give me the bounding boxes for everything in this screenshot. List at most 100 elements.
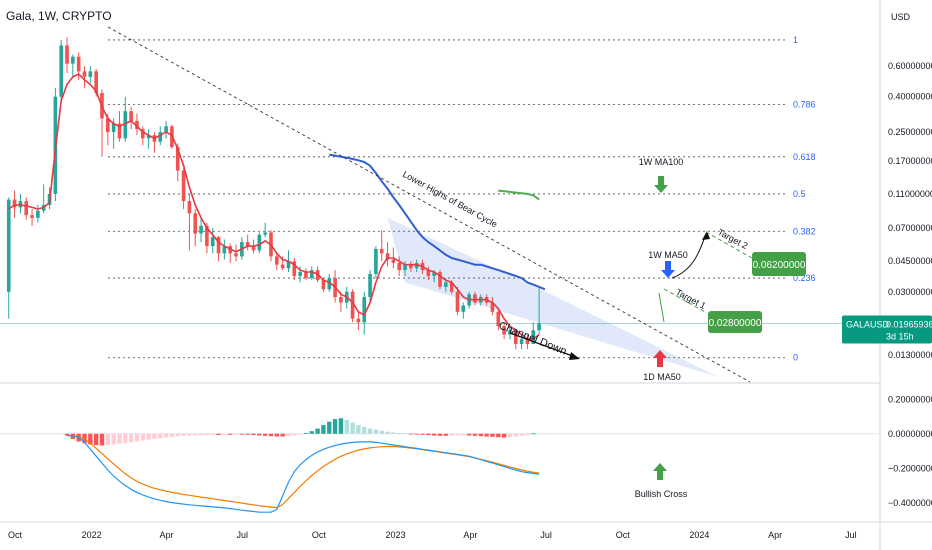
candle-body (473, 294, 477, 303)
macd-histogram-bar (286, 433, 291, 437)
ma100-label: 1W MA100 (639, 157, 684, 167)
macd-histogram-bar (111, 433, 116, 445)
macd-histogram-bar (245, 433, 250, 435)
macd-histogram-bar (437, 433, 443, 436)
macd-histogram-bar (367, 428, 373, 434)
candle-body (414, 262, 419, 269)
price-tick-label: 0.04500000 (888, 256, 932, 266)
macd-histogram-bar (64, 433, 70, 436)
price-tick-label: 0.11000000 (888, 189, 932, 199)
candle-body (444, 282, 448, 287)
candle-body (59, 45, 63, 97)
macd-histogram-bar (210, 433, 215, 435)
macd-tick-label: −0.20000000 (888, 463, 932, 473)
candle-body (205, 225, 209, 247)
candle-body (111, 123, 116, 133)
macd-histogram-bar (193, 433, 198, 436)
macd-histogram-bar (128, 433, 134, 443)
macd-histogram-bar (379, 430, 384, 434)
macd-histogram-bar (408, 433, 414, 435)
target1-box (708, 311, 762, 333)
candle-body (76, 56, 81, 72)
price-tag-price: 0.01965936 (886, 319, 932, 329)
macd-histogram-bar (257, 433, 262, 436)
candle-body (374, 248, 378, 274)
candle-body (438, 272, 442, 287)
macd-histogram-bar (315, 428, 320, 434)
candle-body (385, 253, 390, 260)
time-tick-label: Jul (540, 530, 552, 540)
macd-histogram-bar (391, 432, 396, 434)
candle-body (30, 215, 34, 218)
candle-body (123, 111, 128, 139)
candle-body (368, 273, 372, 297)
macd-histogram-bar (123, 433, 128, 444)
candle-body (461, 305, 466, 312)
macd-histogram-bar (449, 433, 454, 436)
candle-body (135, 120, 139, 130)
candle-body (88, 71, 93, 77)
channel-arrow-head (569, 352, 580, 360)
macd-histogram-bar (507, 433, 513, 438)
candle-body (12, 199, 17, 208)
price-tick-label: 0.01300000 (888, 350, 932, 360)
fib-level-label: 0.618 (793, 152, 816, 162)
macd-histogram-bar (443, 433, 449, 436)
macd-histogram-bar (332, 419, 338, 434)
candle-body (222, 246, 227, 254)
candle-body (350, 291, 355, 319)
price-tick-label: 0.40000000 (888, 92, 932, 102)
macd-histogram-bar (414, 433, 419, 435)
macd-histogram-bar (216, 433, 221, 435)
macd-histogram-bar (519, 433, 524, 436)
fib-level-label: 0.5 (793, 189, 806, 199)
macd-histogram-bar (373, 429, 379, 434)
candle-body (251, 246, 256, 251)
candle-body (397, 262, 402, 271)
candle-body (321, 280, 326, 290)
target2-leader (705, 231, 753, 259)
candle-body (257, 234, 262, 251)
target2-box (752, 252, 806, 276)
macd-histogram-bar (431, 433, 437, 436)
candle-body (36, 210, 40, 218)
macd-histogram-bar (420, 433, 425, 435)
candle-body (519, 339, 524, 344)
macd-histogram-bar (455, 433, 460, 436)
candle-body (298, 272, 302, 276)
bullish-cross-arrow (653, 463, 667, 480)
macd-histogram-bar (426, 433, 431, 436)
candle-body (129, 111, 133, 121)
macd-histogram-bar (292, 433, 297, 436)
candle-body (65, 45, 69, 64)
price-tick-label: 0.03000000 (888, 287, 932, 297)
macd-histogram-bar (228, 433, 233, 435)
macd-histogram-bar (525, 433, 530, 436)
macd-histogram-bar (175, 433, 180, 437)
macd-histogram-bar (93, 433, 99, 446)
candle-body (24, 201, 29, 216)
candle-body (508, 330, 512, 335)
macd-histogram-bar (251, 433, 256, 436)
time-tick-label: 2023 (385, 530, 405, 540)
ma50-daily-line (8, 73, 540, 340)
target2-curve-head (702, 231, 710, 240)
candle-body (210, 237, 215, 247)
candle-body (158, 132, 163, 142)
candle-body (6, 199, 11, 292)
candle-body (82, 71, 87, 77)
macd-histogram-bar (233, 433, 239, 435)
macd-histogram-bar (385, 431, 390, 434)
macd-histogram-bar (146, 433, 151, 440)
macd-histogram-bar (344, 419, 349, 434)
candle-body (175, 147, 180, 171)
candle-body (286, 261, 291, 269)
ma50-weekly-arrow (661, 261, 675, 278)
macd-histogram-bar (327, 421, 332, 434)
macd-histogram-bar (204, 433, 210, 436)
candle-body (187, 201, 192, 214)
macd-histogram-bar (274, 433, 280, 437)
bullish-cross-label: Bullish Cross (635, 489, 688, 499)
ma100-weekly-line (498, 189, 540, 201)
macd-histogram-bar (321, 425, 326, 434)
